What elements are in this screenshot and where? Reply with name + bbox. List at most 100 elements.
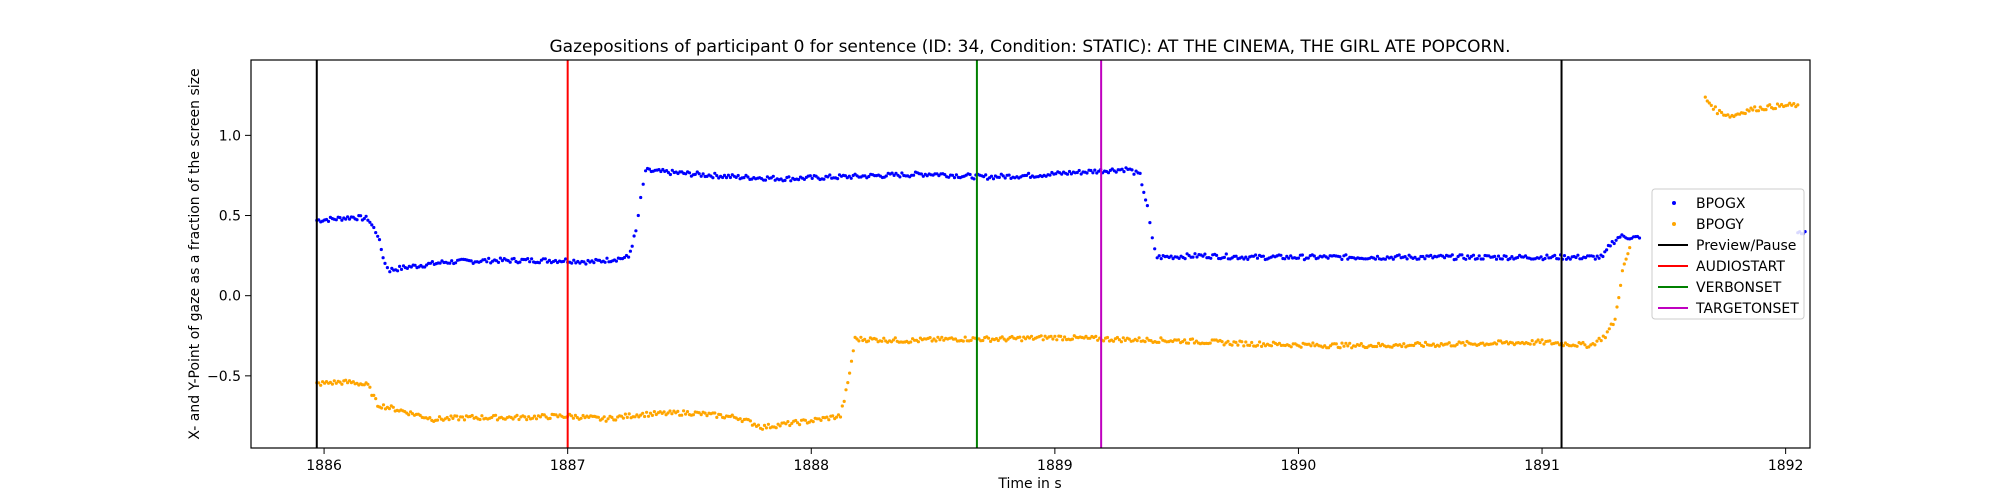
bpogy-point [1208,341,1212,345]
bpogy-point [1720,110,1724,115]
bpogx-point [1481,257,1485,261]
bpogx-point [347,217,352,221]
bpogy-point [848,371,852,375]
bpogx-point [592,261,596,265]
bpogx-point [810,176,814,180]
bpogy-point [1096,338,1100,342]
bpogx-point [399,267,404,271]
bpogy-point [380,406,384,410]
bpogx-point [634,229,638,233]
legend-audiostart-label: AUDIOSTART [1696,259,1785,275]
bpogy-point [495,418,500,422]
bpogx-point [921,174,925,178]
bpogx-point [843,174,848,178]
bpogx-point [1595,254,1599,258]
y-tick-label: 0.5 [219,209,241,225]
bpogx-point [1460,253,1464,257]
bpogx-point [1089,168,1093,173]
bpogx-point [1261,254,1265,258]
bpogx-point [383,261,387,265]
bpogx-point [1500,257,1504,261]
bpogx-point [388,270,392,274]
bpogy-point [1764,108,1768,112]
bpogx-point [1091,171,1095,175]
bpogx-point [736,173,740,178]
bpogx-point [1054,172,1058,176]
bpogy-point [697,411,701,415]
bpogx-point [1283,257,1287,261]
bpogx-point [715,174,719,178]
bpogy-point [381,403,386,407]
bpogy-point [1311,341,1315,345]
bpogy-point [1157,340,1161,344]
bpogy-point [623,412,628,416]
bpogy-point [1705,99,1709,103]
bpogy-point [803,418,808,422]
bpogy-point [1768,103,1772,107]
bpogx-point [1289,254,1293,258]
bpogx-point [991,177,996,181]
x-tick-label: 1890 [1281,458,1317,474]
bpogx-point [722,173,727,177]
bpogx-point [1389,255,1393,259]
bpogy-point [1703,95,1707,99]
bpogy-point [1463,343,1467,347]
legend: BPOGX BPOGY Preview/Pause AUDIOSTART VERBONS… [1651,188,1805,320]
bpogy-point [1617,296,1621,300]
bpogx-point [1114,170,1118,174]
bpogx-point [1543,256,1547,261]
bpogy-point [1607,327,1611,331]
bpogy-point [604,419,608,423]
bpogx-point [340,218,344,222]
bpogy-point [1334,342,1338,346]
bpogy-point [786,420,790,424]
bpogy-point [928,336,932,340]
bpogx-point [512,256,516,261]
bpogy-point [1786,103,1790,107]
bpogy-point [538,415,543,419]
bpogx-point [379,247,383,252]
bpogx-point [1403,255,1407,259]
bpogy-point [633,415,637,419]
bpogx-point [1003,176,1007,180]
bpogx-point [711,176,715,180]
bpogy-point [1269,344,1274,348]
bpogy-point [625,415,629,419]
bpogx-point [1557,257,1561,261]
bpogx-point [797,178,801,182]
bpogy-point [1556,341,1560,345]
bpogx-point [847,174,851,178]
bpogy-point [1620,269,1624,273]
bpogy-point [1344,341,1348,345]
bpogx-point [469,259,473,263]
bpogy-point [648,411,653,415]
bpogx-point [919,172,924,176]
bpogx-point [1429,253,1433,257]
bpogy-point [691,413,696,417]
plot-frame [250,59,1811,449]
bpogy-point [1717,108,1722,113]
bpogx-point [1493,254,1497,258]
bpogy-point [784,422,788,426]
bpogx-point [454,261,458,265]
bpogy-point [447,418,451,422]
bpogy-point [838,415,843,419]
bpogx-point [614,259,619,263]
bpogy-point [1624,257,1628,261]
bpogx-point [668,172,673,177]
bpogy-point [462,418,467,422]
bpogy-point [445,415,449,420]
bpogy-point [740,419,744,424]
bpogy-point [451,416,455,420]
bpogy-point [1135,339,1139,343]
bpogx-point [1007,173,1011,177]
bpogy-point [1236,343,1240,347]
bpogx-point [508,260,512,264]
bpogx-point [1234,254,1238,258]
bpogx-point [1312,254,1316,258]
bpogx-point [423,265,427,269]
bpogx-point [1466,254,1470,258]
bpogx-point [1443,256,1447,260]
bpogx-point [368,220,372,224]
bpogy-point [940,335,944,339]
